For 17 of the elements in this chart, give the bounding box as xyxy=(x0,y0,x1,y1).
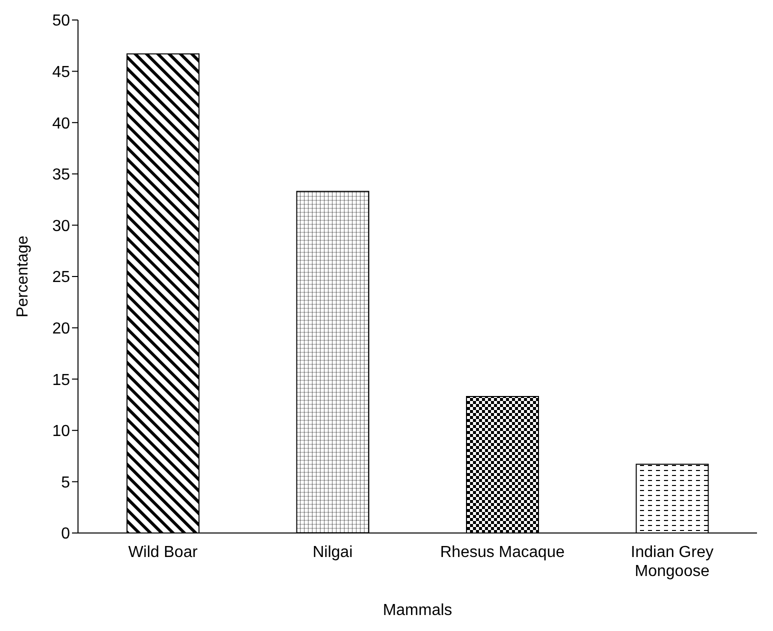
y-tick-label: 30 xyxy=(52,218,70,235)
x-tick-label: Rhesus Macaque xyxy=(440,544,565,561)
x-axis-title: Mammals xyxy=(382,602,452,619)
y-tick-label: 5 xyxy=(61,474,70,492)
y-tick-label: 45 xyxy=(52,64,70,81)
y-tick-label: 35 xyxy=(52,166,70,184)
y-tick-label: 40 xyxy=(52,115,70,132)
y-tick-label: 0 xyxy=(61,526,70,543)
y-tick-label: 10 xyxy=(52,423,70,440)
x-tick-label: Wild Boar xyxy=(128,544,198,561)
y-tick-label: 20 xyxy=(52,320,70,338)
y-tick-label: 15 xyxy=(52,372,70,389)
y-tick-label: 25 xyxy=(52,269,70,286)
x-tick-label: Indian Grey Mongoose xyxy=(630,544,714,580)
y-tick-label: 50 xyxy=(52,12,70,30)
x-tick-label: Nilgai xyxy=(312,544,353,561)
y-axis-title: Percentage xyxy=(14,235,32,318)
